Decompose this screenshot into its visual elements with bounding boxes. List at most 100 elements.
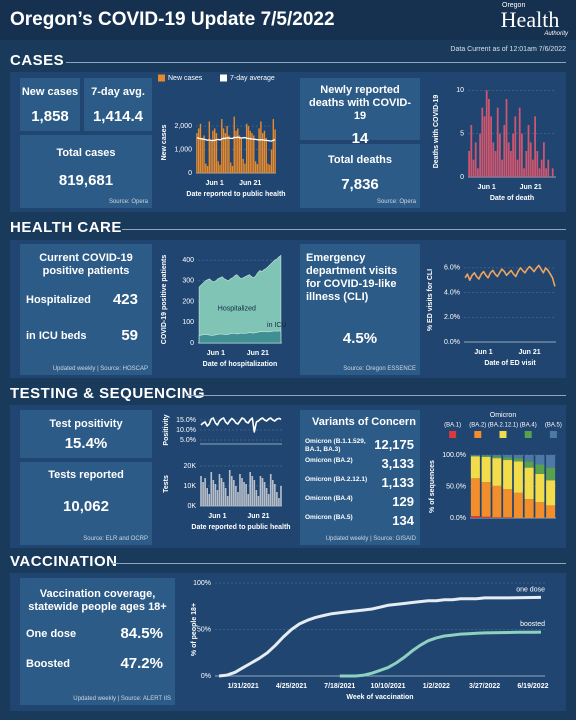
- heading-rule: [186, 395, 566, 396]
- y-tick-label: 0%: [201, 673, 211, 680]
- bar: [267, 163, 269, 173]
- bar: [230, 476, 233, 506]
- bar: [229, 162, 232, 173]
- bar: [241, 478, 243, 506]
- variant-name: Omicron (BA.5): [305, 514, 353, 521]
- y-tick-label: 1,000: [174, 146, 192, 153]
- x-axis-title: Date of death: [489, 195, 535, 202]
- bar-segment: [513, 455, 523, 459]
- bar: [199, 123, 202, 173]
- y-axis-title: % ED visits for CLI: [427, 269, 434, 331]
- bar: [479, 133, 481, 177]
- bar: [217, 161, 219, 173]
- bar-segment: [503, 517, 513, 518]
- bar: [512, 133, 514, 177]
- x-tick-label: 3/27/2022: [469, 683, 500, 690]
- bar: [536, 151, 539, 177]
- x-axis-title: Date reported to public health: [186, 191, 286, 198]
- bar-segment: [481, 455, 491, 456]
- bar: [255, 490, 258, 506]
- bar: [244, 163, 246, 173]
- bar: [210, 140, 212, 173]
- bar: [483, 116, 486, 177]
- bar: [270, 149, 273, 173]
- legend-label: (BA.2.12.1): [488, 423, 518, 429]
- bar: [518, 107, 521, 177]
- bar: [488, 99, 490, 177]
- bar: [529, 142, 532, 177]
- source: Updated weekly | Source: GISAID: [325, 536, 416, 542]
- legend-swatch: [158, 74, 165, 82]
- x-tick-label: Jun 21: [247, 513, 269, 520]
- bar-segment: [492, 458, 502, 486]
- bar: [477, 168, 479, 177]
- bar: [214, 484, 217, 506]
- heading-rule: [112, 563, 566, 564]
- bar: [235, 486, 237, 506]
- bar: [527, 125, 530, 177]
- data-current: Data Current as of 12:01am 7/6/2022: [450, 46, 566, 53]
- bar: [247, 126, 250, 173]
- bar: [208, 121, 211, 173]
- bar: [540, 159, 543, 177]
- bar: [233, 116, 235, 173]
- bar: [532, 159, 534, 177]
- bar-segment: [492, 485, 502, 518]
- y-tick-label: 100: [182, 319, 194, 326]
- tile-value: 15.4%: [64, 435, 108, 452]
- tile-label: 7-day avg.: [91, 86, 145, 98]
- bar: [235, 130, 237, 173]
- tile-value: 1,414.4: [92, 108, 144, 125]
- bar: [267, 494, 270, 506]
- bar-segment: [535, 455, 545, 465]
- bar-segment: [546, 505, 556, 518]
- bar: [206, 165, 209, 173]
- bar: [272, 119, 275, 173]
- y-tick-label: 50%: [197, 626, 211, 633]
- series-label: one dose: [516, 586, 545, 593]
- tile-label: Total cases: [56, 147, 116, 159]
- heading-rule: [122, 229, 566, 230]
- row-label: Hospitalized: [26, 294, 91, 306]
- bar: [221, 119, 223, 173]
- y-tick-label: 200: [182, 298, 194, 305]
- bar: [271, 480, 274, 506]
- variant-name: Omicron (BA.4): [305, 495, 353, 502]
- bar: [206, 488, 208, 506]
- bar: [208, 494, 211, 506]
- tile: Current COVID-19 positive patients Hospi…: [20, 244, 152, 375]
- bar: [222, 482, 225, 506]
- x-tick-label: Jun 1: [208, 513, 226, 520]
- y-tick-label: 2.0%: [444, 314, 460, 321]
- tile: New cases 1,858: [20, 78, 80, 131]
- legend-label: (BA.1): [444, 423, 461, 429]
- bar: [257, 496, 260, 506]
- bar: [222, 128, 225, 173]
- source: Source: ELR and OCRP: [83, 536, 148, 542]
- bar: [237, 492, 239, 506]
- tile-label: New cases: [21, 86, 79, 98]
- bar: [202, 482, 204, 506]
- bar: [258, 128, 260, 173]
- y-tick-label: 400: [182, 257, 194, 264]
- bar: [269, 474, 272, 506]
- row-value: 47.2%: [120, 655, 163, 672]
- bar: [197, 128, 200, 173]
- bar-segment: [503, 457, 513, 461]
- bar: [254, 161, 257, 173]
- bar: [263, 130, 266, 173]
- tile-label: Newly reported deaths with COVID-19: [308, 84, 412, 122]
- bar: [210, 472, 213, 506]
- legend-label: (BA.4): [520, 423, 537, 429]
- x-tick-label: 1/2/2022: [423, 683, 450, 690]
- legend-swatch: [499, 431, 507, 438]
- x-tick-label: 4/25/2021: [276, 683, 307, 690]
- bar: [228, 135, 230, 173]
- bar: [242, 158, 244, 173]
- bar-segment: [481, 482, 491, 517]
- variant-name: Omicron (BA.2): [305, 457, 353, 464]
- bar-segment: [481, 455, 491, 457]
- bar-segment: [470, 455, 480, 456]
- bar: [269, 164, 271, 173]
- section-heading: TESTING & SEQUENCING: [10, 385, 206, 402]
